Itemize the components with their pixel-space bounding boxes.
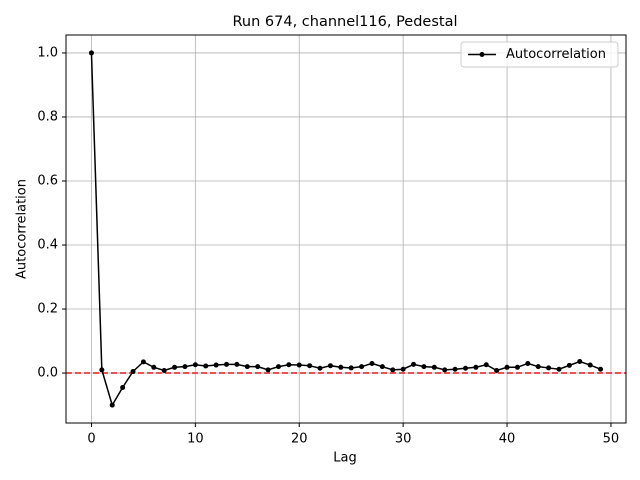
point — [525, 360, 531, 366]
x-axis-label: Lag — [333, 451, 356, 466]
point — [514, 364, 520, 370]
x-tick-label: 20 — [291, 432, 308, 447]
point — [421, 364, 427, 370]
point — [390, 367, 396, 373]
x-tick-label: 30 — [395, 432, 412, 447]
point — [317, 365, 323, 371]
y-tick-label: 0.4 — [37, 238, 58, 253]
point — [442, 367, 448, 373]
point — [462, 365, 468, 371]
point — [296, 362, 302, 368]
point — [452, 366, 458, 372]
point — [255, 364, 261, 370]
y-tick-label: 0.8 — [37, 109, 58, 124]
point — [348, 365, 354, 371]
point — [338, 364, 344, 370]
point — [224, 361, 230, 367]
plot-frame — [65, 34, 627, 424]
point — [286, 362, 292, 368]
x-tick-label: 50 — [603, 432, 620, 447]
point — [535, 364, 541, 370]
point — [577, 359, 583, 365]
point — [379, 364, 385, 370]
legend-box — [460, 41, 619, 68]
point — [327, 363, 333, 369]
point — [546, 365, 552, 371]
legend-marker — [479, 52, 485, 57]
point — [265, 367, 271, 373]
y-tick-label: 0.2 — [37, 302, 58, 317]
point — [213, 362, 219, 368]
point — [556, 366, 562, 372]
point — [473, 364, 479, 370]
legend-label: Autocorrelation — [506, 47, 606, 62]
point — [109, 402, 115, 408]
point — [369, 360, 375, 366]
point — [307, 363, 313, 369]
point — [161, 367, 167, 373]
point — [411, 361, 417, 367]
y-tick-label: 1.0 — [37, 45, 58, 60]
point — [120, 384, 126, 390]
point — [140, 359, 146, 365]
point — [598, 366, 604, 372]
point — [431, 364, 437, 370]
point — [203, 363, 209, 369]
point — [400, 366, 406, 372]
point — [234, 361, 240, 367]
point — [275, 364, 281, 370]
chart-title: Run 674, channel116, Pedestal — [232, 14, 457, 30]
point — [566, 362, 572, 368]
point — [504, 364, 510, 370]
x-tick-label: 0 — [87, 432, 95, 447]
point — [244, 364, 250, 370]
y-tick-label: 0.6 — [37, 173, 58, 188]
y-axis-label: Autocorrelation — [15, 179, 30, 279]
point — [192, 362, 198, 368]
x-tick-label: 10 — [187, 432, 204, 447]
x-tick-label: 40 — [499, 432, 516, 447]
point — [88, 50, 94, 56]
point — [130, 368, 136, 374]
point — [99, 367, 105, 373]
point — [182, 364, 188, 370]
point — [359, 364, 365, 370]
point — [483, 362, 489, 368]
y-tick-label: 0.0 — [37, 366, 58, 381]
point — [151, 364, 157, 370]
point — [494, 367, 500, 373]
point — [587, 362, 593, 368]
point — [172, 364, 178, 370]
